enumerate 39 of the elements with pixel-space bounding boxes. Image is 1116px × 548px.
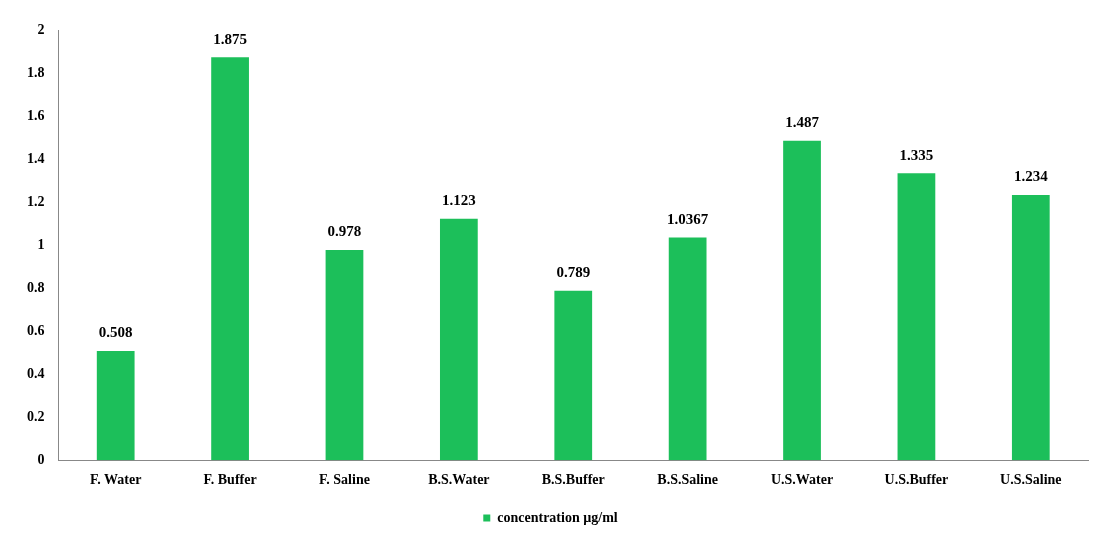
- x-tick-label: B.S.Water: [428, 472, 490, 488]
- y-tick-label: 1.2: [27, 193, 45, 209]
- x-tick-label: U.S.Buffer: [884, 472, 949, 488]
- data-label: 1.875: [213, 30, 247, 47]
- bar: [668, 237, 707, 461]
- y-tick-label: 0.6: [27, 322, 45, 338]
- bar: [554, 290, 593, 461]
- x-tick-label: F. Saline: [319, 472, 370, 488]
- data-label: 0.978: [327, 223, 362, 240]
- bar: [1011, 195, 1050, 461]
- bar: [783, 140, 821, 461]
- data-label: 0.789: [556, 264, 591, 281]
- y-tick-label: 0.4: [27, 365, 45, 381]
- data-label: 1.123: [441, 192, 476, 209]
- y-tick-label: 2: [37, 22, 45, 38]
- data-label: 0.508: [98, 324, 133, 341]
- x-tick-label: U.S.Water: [770, 472, 834, 488]
- bar: [325, 250, 364, 461]
- y-tick-label: 1: [37, 236, 45, 252]
- x-tick-label: F. Buffer: [203, 472, 257, 488]
- bar: [439, 218, 478, 461]
- legend-label: concentration µg/ml: [497, 509, 618, 525]
- bar: [211, 57, 249, 461]
- y-tick-label: 1.4: [27, 150, 45, 166]
- x-tick-label: F. Water: [90, 472, 142, 488]
- x-tick-label: B.S.Saline: [657, 472, 718, 488]
- x-tick-label: U.S.Saline: [1000, 472, 1062, 488]
- bar: [897, 173, 936, 461]
- data-label: 1.487: [785, 114, 820, 131]
- data-label: 1.0367: [667, 210, 709, 227]
- y-tick-label: 1.6: [27, 107, 45, 123]
- y-tick-label: 1.8: [27, 64, 45, 80]
- x-tick-label: B.S.Buffer: [541, 472, 605, 488]
- data-label: 1.335: [899, 146, 934, 163]
- bar: [96, 351, 135, 461]
- y-tick-label: 0.2: [27, 408, 45, 424]
- y-tick-label: 0: [37, 451, 45, 467]
- data-label: 1.234: [1013, 168, 1049, 185]
- y-tick-label: 0.8: [27, 279, 45, 295]
